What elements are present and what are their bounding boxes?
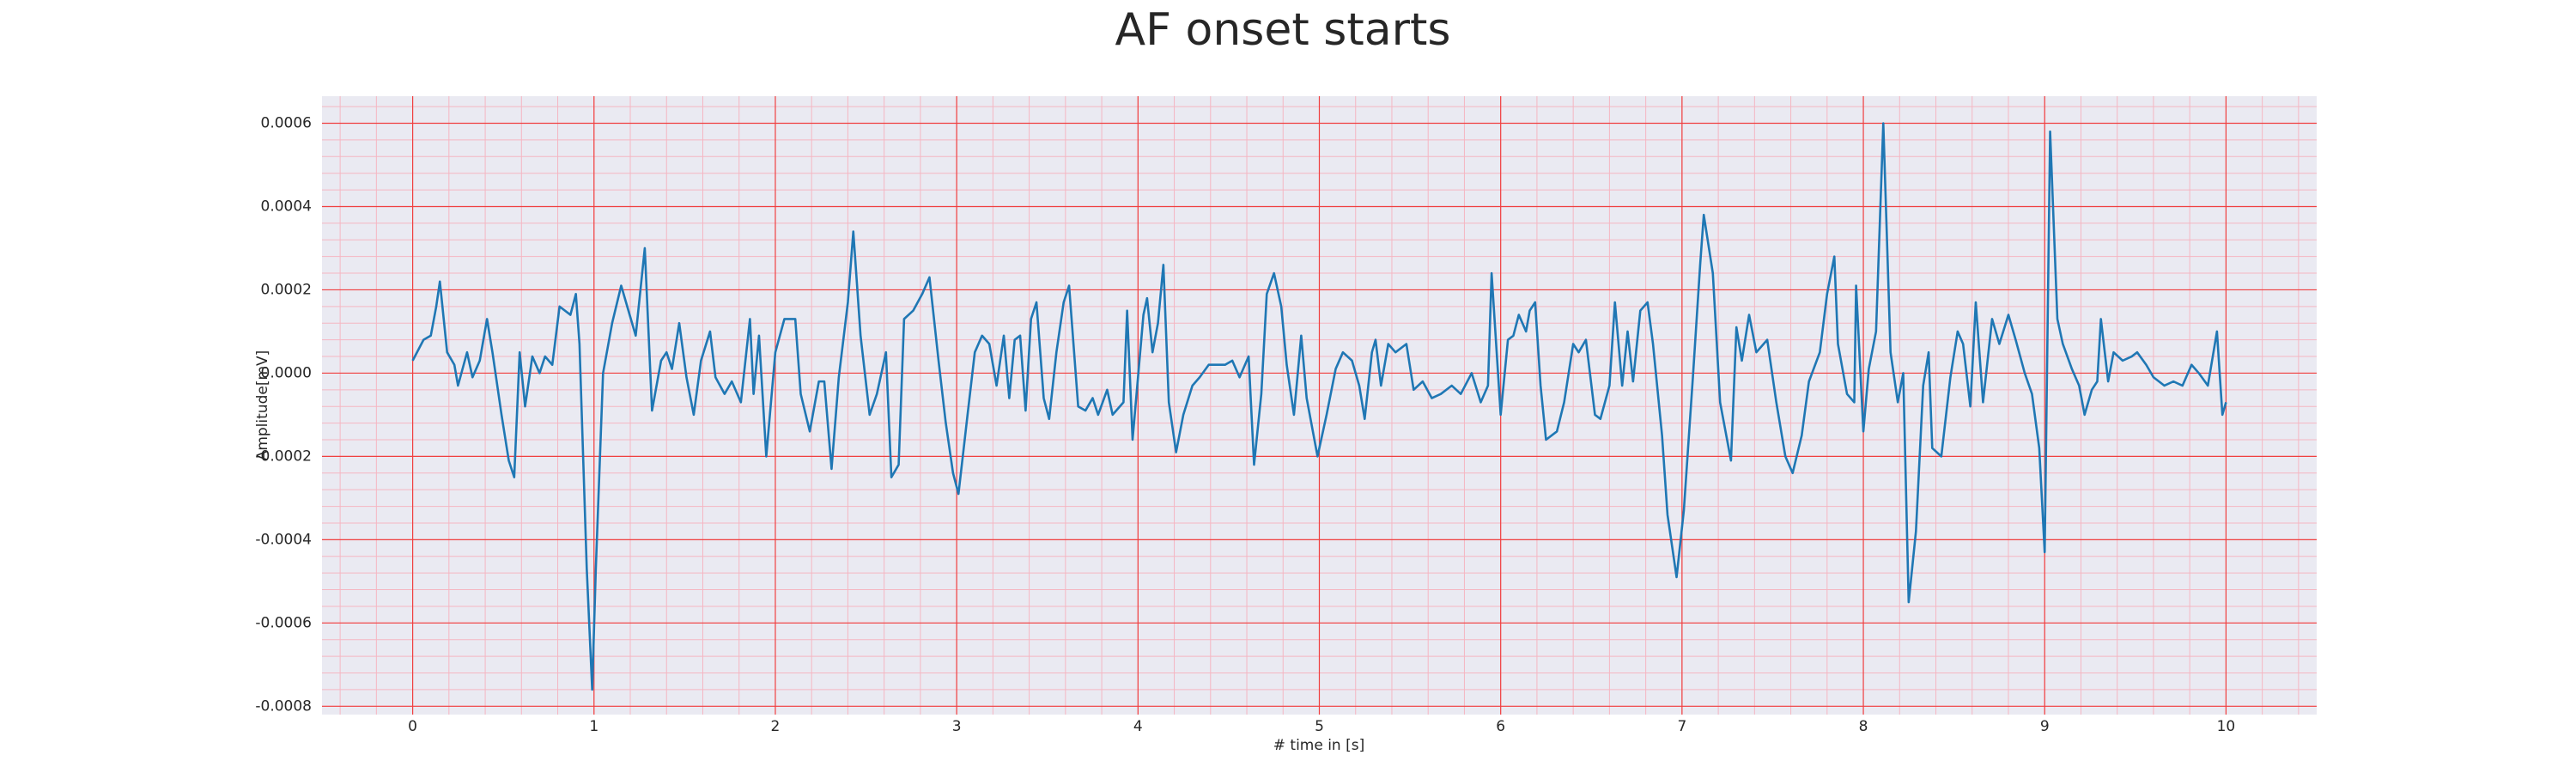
x-tick-label: 2 — [771, 718, 781, 735]
x-tick-label: 7 — [1677, 718, 1686, 735]
chart-title: AF onset starts — [1115, 4, 1451, 56]
y-tick-label: -0.0006 — [255, 614, 312, 631]
y-axis-label: Amplitude[mV] — [254, 350, 271, 461]
y-tick-label: 0.0006 — [261, 115, 312, 132]
y-tick-label: -0.0008 — [255, 697, 312, 715]
x-tick-label: 10 — [2217, 718, 2236, 735]
series — [411, 122, 2227, 691]
x-tick-label: 8 — [1859, 718, 1868, 735]
y-tick-label: 0.0000 — [261, 364, 312, 381]
major-grid — [322, 96, 2317, 715]
y-tick-label: 0.0004 — [261, 198, 312, 215]
y-tick-label: 0.0002 — [261, 281, 312, 298]
x-tick-label: 9 — [2040, 718, 2050, 735]
x-tick-label: 4 — [1133, 718, 1143, 735]
x-axis-label: # time in [s] — [1273, 737, 1364, 754]
x-tick-label: 6 — [1496, 718, 1505, 735]
y-tick-label: -0.0002 — [255, 447, 312, 465]
x-tick-label: 0 — [408, 718, 417, 735]
x-tick-label: 1 — [589, 718, 598, 735]
y-tick-label: -0.0004 — [255, 531, 312, 548]
x-tick-label: 5 — [1315, 718, 1324, 735]
x-tick-label: 3 — [952, 718, 962, 735]
signal-line — [411, 122, 2227, 691]
